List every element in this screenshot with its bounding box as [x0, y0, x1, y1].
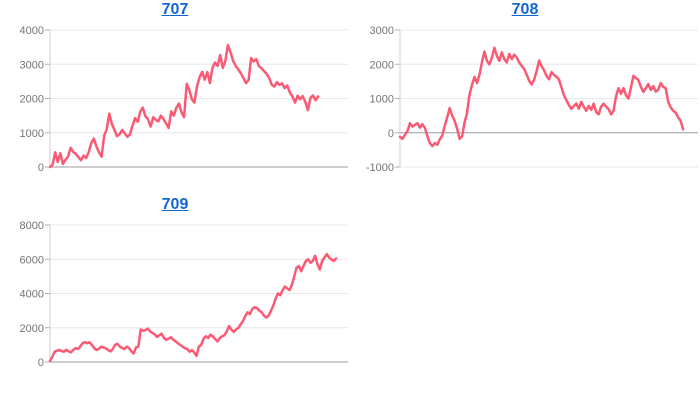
series-line	[48, 43, 320, 169]
y-tick-label: 6000	[20, 254, 44, 266]
chart-plot-707: 0 1000 2000 3000 4000	[20, 25, 348, 174]
y-tick-label: 1000	[370, 94, 394, 106]
y-tick-label: 4000	[20, 25, 44, 37]
y-tick-label: 4000	[20, 289, 44, 301]
chart-widget-708: 708 -1000 0 1000 2000 3000	[350, 0, 700, 195]
empty-cell	[350, 195, 700, 400]
y-tick-label: 0	[38, 357, 44, 369]
y-tick-label: 2000	[370, 59, 394, 71]
chart-link-709[interactable]: 709	[161, 196, 189, 213]
y-tick-label: 3000	[20, 59, 44, 71]
y-tick-label: -1000	[366, 162, 394, 174]
y-tick-label: 2000	[20, 323, 44, 335]
chart-plot-708: -1000 0 1000 2000 3000	[366, 25, 698, 174]
series-line	[48, 252, 338, 363]
chart-widget-707: 707 0 1000 2000 3000 4000	[0, 0, 350, 195]
chart-widget-709: 709 0 2000 4000 6000 8000	[0, 195, 350, 400]
chart-link-707[interactable]: 707	[161, 1, 189, 18]
y-tick-label: 2000	[20, 94, 44, 106]
y-tick-label: 3000	[370, 25, 394, 37]
chart-plot-709: 0 2000 4000 6000 8000	[20, 220, 348, 369]
y-tick-label: 0	[38, 162, 44, 174]
series-line	[398, 46, 685, 148]
chart-link-708[interactable]: 708	[511, 1, 539, 18]
y-tick-label: 0	[388, 128, 394, 140]
y-tick-label: 8000	[20, 220, 44, 232]
y-tick-label: 1000	[20, 128, 44, 140]
